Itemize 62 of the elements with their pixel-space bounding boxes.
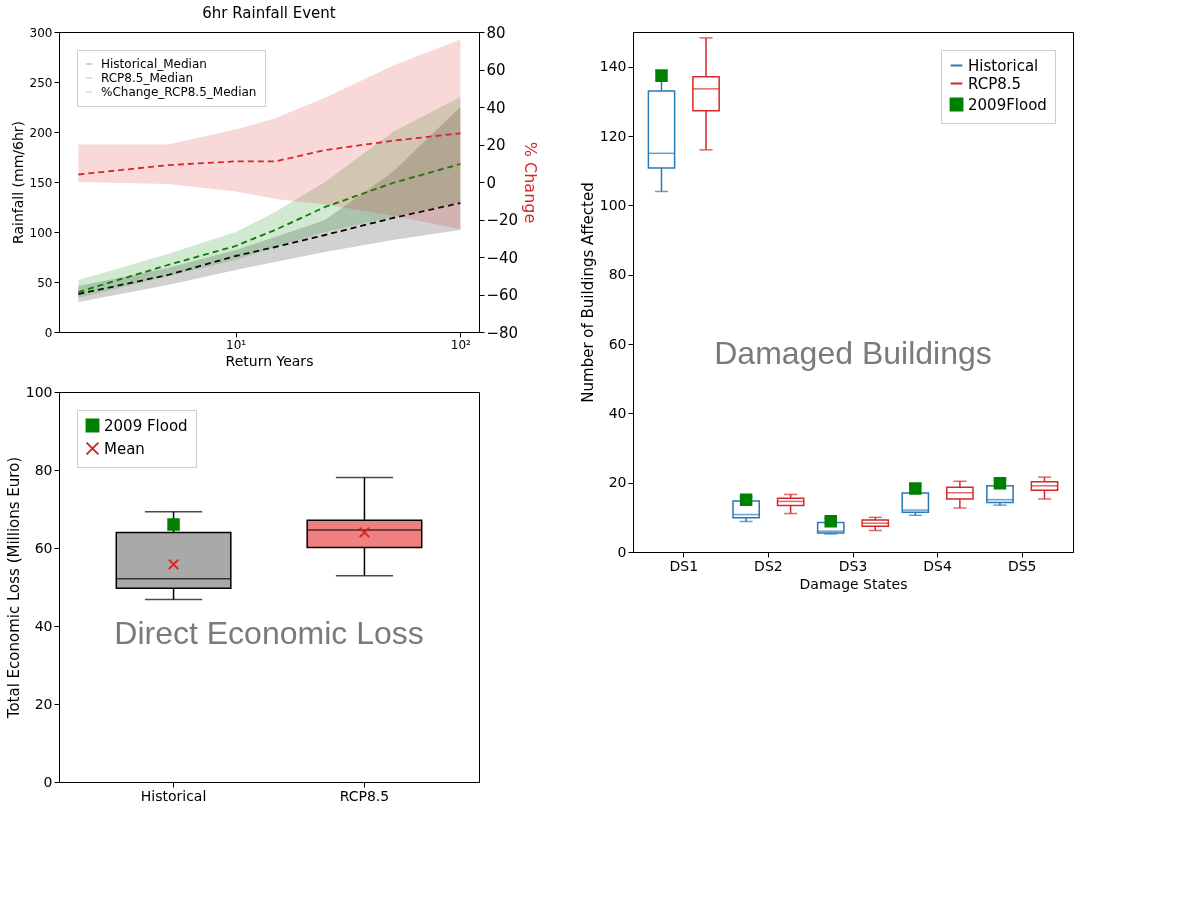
legend-label: 2009Flood bbox=[968, 95, 1047, 114]
chart-title: 6hr Rainfall Event bbox=[202, 4, 336, 22]
x-tick-label: DS3 bbox=[838, 557, 868, 574]
legend-label: %Change_RCP8.5_Median bbox=[101, 85, 257, 99]
point bbox=[655, 69, 668, 82]
y-axis-title: Number of Buildings Affected bbox=[578, 182, 597, 403]
y-axis-title: Rainfall (mm/6hr) bbox=[9, 121, 26, 244]
point bbox=[358, 526, 371, 539]
point bbox=[739, 493, 753, 506]
point bbox=[824, 514, 837, 528]
y-tick-label: 60 bbox=[34, 539, 53, 556]
y2-tick-label: −40 bbox=[486, 248, 519, 267]
y-tick-label: 80 bbox=[34, 461, 53, 478]
y2-axis-title: % Change bbox=[521, 141, 541, 224]
y-tick-label: 40 bbox=[608, 404, 627, 421]
x-tick-label: 10² bbox=[450, 337, 472, 352]
legend-label: RCP8.5_Median bbox=[101, 71, 194, 85]
legend-label: Mean bbox=[104, 439, 145, 458]
annotation: Direct Economic Loss bbox=[114, 614, 424, 651]
y2-tick-label: −60 bbox=[486, 286, 519, 304]
y-tick-label: 50 bbox=[37, 275, 53, 290]
y-tick-label: 0 bbox=[43, 773, 53, 790]
y-axis-title: Total Economic Loss (Millions Euro) bbox=[4, 456, 23, 720]
legend-label: Historical bbox=[968, 56, 1039, 75]
y-tick-label: 200 bbox=[29, 125, 53, 140]
x-tick-label: DS5 bbox=[1007, 557, 1037, 574]
y-tick-label: 250 bbox=[29, 75, 53, 90]
annotation: Damaged Buildings bbox=[714, 335, 992, 372]
y-tick-label: 80 bbox=[608, 266, 627, 283]
y2-tick-label: 40 bbox=[486, 98, 506, 117]
y2-tick-label: 0 bbox=[486, 173, 497, 192]
y-tick-label: 60 bbox=[608, 335, 627, 352]
y-tick-label: 100 bbox=[25, 383, 53, 400]
x-tick-label: DS2 bbox=[754, 557, 783, 574]
legend-label: Historical_Median bbox=[101, 57, 207, 71]
point bbox=[909, 482, 922, 495]
y2-tick-label: 60 bbox=[486, 61, 506, 79]
y-tick-label: 20 bbox=[608, 474, 627, 491]
y2-tick-label: 80 bbox=[486, 23, 506, 42]
point bbox=[167, 558, 180, 571]
y-tick-label: 100 bbox=[599, 196, 627, 213]
x-tick-label: DS1 bbox=[669, 557, 699, 574]
y2-tick-label: 20 bbox=[486, 136, 506, 154]
legend-label: RCP8.5 bbox=[968, 74, 1022, 93]
x-tick-label: DS4 bbox=[923, 557, 952, 574]
x-tick-label: 10¹ bbox=[225, 337, 247, 352]
point bbox=[167, 518, 180, 531]
y-tick-label: 0 bbox=[617, 543, 627, 560]
x-axis-title: Damage States bbox=[799, 575, 908, 592]
y-tick-label: 140 bbox=[599, 58, 627, 75]
x-axis-title: Return Years bbox=[225, 352, 314, 369]
y-tick-label: 20 bbox=[34, 695, 53, 712]
y-tick-label: 0 bbox=[44, 325, 53, 340]
y-tick-label: 120 bbox=[599, 127, 627, 144]
y-tick-label: 300 bbox=[29, 25, 53, 40]
point bbox=[993, 477, 1007, 490]
y-tick-label: 40 bbox=[34, 617, 53, 634]
y2-tick-label: −20 bbox=[486, 211, 519, 229]
y2-tick-label: −80 bbox=[486, 323, 519, 342]
y-tick-label: 150 bbox=[29, 175, 53, 190]
legend-label: 2009 Flood bbox=[104, 416, 188, 435]
y-tick-label: 100 bbox=[29, 225, 53, 240]
